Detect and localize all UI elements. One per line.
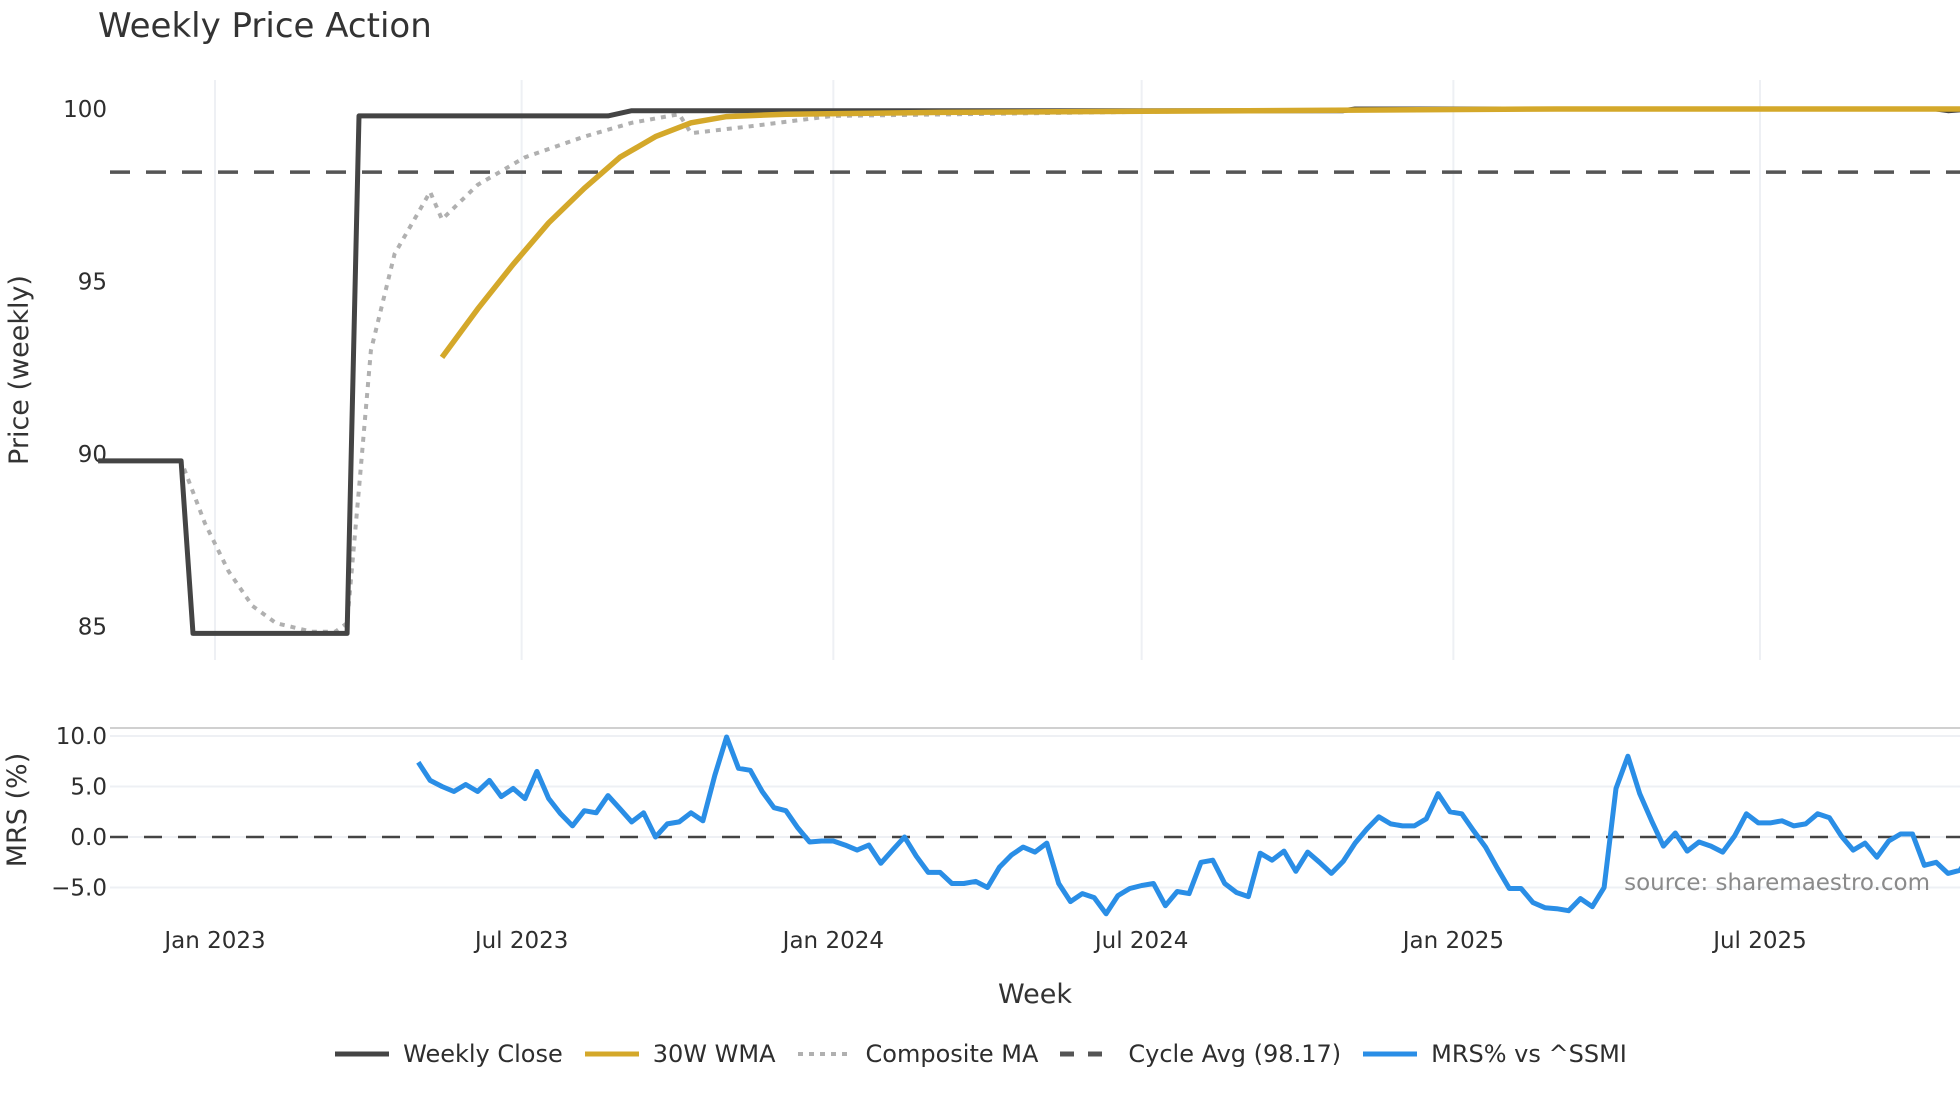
legend-swatch-icon [335,1051,390,1057]
price-gridlines [214,80,1761,660]
x-tick-label: Jul 2025 [1711,928,1807,954]
mrs-gridlines [110,735,1960,889]
weekly-close-line [98,106,1960,636]
x-axis-title: Week [998,979,1072,1010]
legend-label: MRS% vs ^SSMI [1431,1040,1627,1068]
mrs-y-axis-title: MRS (%) [2,753,33,868]
price-y-tick-label: 85 [78,615,107,641]
price-y-tick-label: 95 [78,270,107,296]
mrs-y-tick-label: 0.0 [70,825,107,851]
price-panel: 85 90 95 100 Price (weekly) [4,80,1960,660]
wma30-line [439,106,1960,360]
price-y-axis-title: Price (weekly) [4,275,35,465]
composite-ma-line [145,107,1960,634]
price-y-tick-label: 90 [78,442,107,468]
x-tick-label: Jan 2024 [781,928,884,954]
mrs-y-ticks: −5.0 0.0 5.0 10.0 [51,724,107,902]
mrs-y-tick-label: 5.0 [70,775,107,801]
chart-title: Weekly Price Action [98,6,432,46]
mrs-line [416,734,1960,917]
legend-item[interactable]: Weekly Close [333,1040,563,1068]
price-y-tick-label: 100 [63,97,107,123]
legend-item[interactable]: 30W WMA [583,1040,776,1068]
legend-label: Weekly Close [403,1040,563,1068]
legend-item[interactable]: MRS% vs ^SSMI [1361,1040,1627,1068]
legend-label: Composite MA [865,1040,1039,1068]
x-tick-label: Jul 2023 [473,928,569,954]
legend-swatch-icon [584,1051,639,1057]
legend-swatch-icon [1060,1051,1115,1057]
x-tick-label: Jul 2024 [1093,928,1189,954]
mrs-y-tick-label: 10.0 [56,724,107,750]
legend-item[interactable]: Cycle Avg (98.17) [1058,1040,1341,1068]
legend-swatch-icon [797,1052,852,1056]
price-y-ticks: 85 90 95 100 [63,97,107,641]
x-tick-label: Jan 2025 [1401,928,1504,954]
mrs-y-tick-label: −5.0 [51,876,107,902]
legend-swatch-icon [1363,1051,1418,1057]
mrs-panel: −5.0 0.0 5.0 10.0 MRS (%) source: sharemaes… [2,724,1960,917]
source-watermark: source: sharemaestro.com [1624,870,1930,896]
legend-label: Cycle Avg (98.17) [1128,1040,1342,1068]
x-axis-ticks: Jan 2023 Jul 2023 Jan 2024 Jul 2024 Jan 2025… [162,928,1806,954]
legend: Weekly Close 30W WMA Composite MA Cycle Avg… [0,1036,1960,1072]
legend-item[interactable]: Composite MA [796,1040,1039,1068]
x-tick-label: Jan 2023 [162,928,265,954]
legend-label: 30W WMA [652,1040,776,1068]
